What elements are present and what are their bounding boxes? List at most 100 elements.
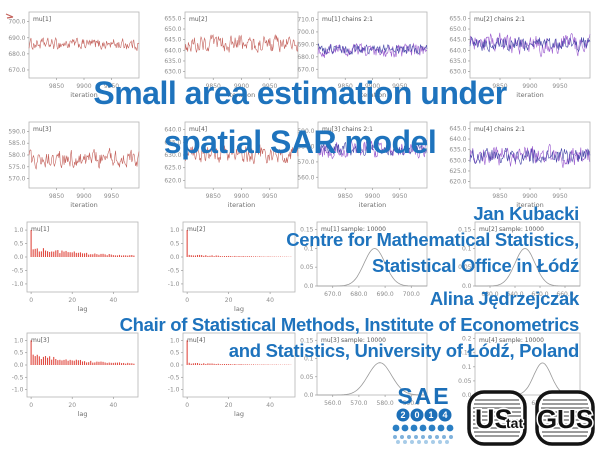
panel-mu4-chains-2-1: mu[4] chains 2:1 645.0 640.0 635.0 630.0 625.… [449, 121, 591, 209]
svg-text:iteration: iteration [70, 201, 97, 209]
svg-text:650.0: 650.0 [449, 26, 466, 33]
svg-text:0.05: 0.05 [300, 264, 314, 271]
svg-text:670.0: 670.0 [297, 66, 314, 73]
svg-text:9900: 9900 [76, 193, 91, 200]
svg-text:655.0: 655.0 [164, 15, 181, 22]
svg-text:20: 20 [225, 297, 233, 304]
svg-text:9850: 9850 [49, 83, 64, 90]
svg-text:0.0: 0.0 [462, 392, 472, 399]
author-2-affiliation-line-2: and Statistics, University of Łódź, Pola… [228, 340, 580, 361]
svg-text:690.0: 690.0 [297, 41, 314, 48]
svg-text:590.0: 590.0 [403, 400, 420, 407]
svg-text:iteration: iteration [359, 91, 386, 99]
panel-mu2-chains-2-1: mu[2] chains 2:1 655.0 650.0 645.0 640.0 635.… [449, 11, 591, 99]
svg-text:9850: 9850 [338, 193, 353, 200]
svg-text:9850: 9850 [206, 83, 221, 90]
slide-title: Small area estimation under spatial SAR … [0, 69, 600, 167]
svg-text:mu[2] sample: 10000: mu[2] sample: 10000 [479, 226, 544, 233]
panel-mu1-chains-2-1: mu[1] chains 2:1 710.0 700.0 690.0 680.0 670.… [297, 11, 428, 99]
author-1-affiliation-line-1: Centre for Mathematical Statistics, [286, 229, 579, 250]
corner-plot-fragment [5, 13, 14, 19]
svg-text:580.0: 580.0 [8, 152, 25, 159]
gus-logo-lines [541, 399, 589, 437]
sae-logo-dots [392, 424, 454, 432]
svg-text:640.0: 640.0 [449, 47, 466, 54]
svg-text:mu[1]: mu[1] [33, 16, 51, 23]
svg-text:9950: 9950 [552, 193, 567, 200]
svg-text:mu[3] sample: 10000: mu[3] sample: 10000 [321, 337, 386, 344]
sae-digit: 0 [414, 410, 419, 420]
svg-text:0.0: 0.0 [304, 392, 314, 399]
svg-text:mu[2]: mu[2] [187, 226, 205, 233]
panel-mu4-history: mu[4] 640.0 635.0 630.0 625.0 620.0 9850 9900 99… [164, 121, 299, 209]
svg-text:645.0: 645.0 [449, 37, 466, 44]
svg-text:0.5: 0.5 [170, 241, 180, 248]
svg-text:-1.0: -1.0 [12, 281, 24, 288]
svg-text:20: 20 [68, 297, 76, 304]
svg-text:570.0: 570.0 [8, 176, 25, 183]
svg-text:-1.0: -1.0 [12, 387, 24, 394]
svg-text:560.0: 560.0 [324, 400, 341, 407]
svg-text:710.0: 710.0 [297, 16, 314, 23]
panel-mu4-density: mu[4] sample: 100000.20.150.10.050.0610.… [458, 332, 581, 407]
svg-text:640.0: 640.0 [164, 127, 181, 134]
svg-text:0: 0 [185, 297, 189, 304]
svg-text:lag: lag [78, 305, 88, 313]
svg-text:0.0: 0.0 [14, 254, 24, 261]
svg-text:0.15: 0.15 [458, 350, 472, 357]
svg-text:9900: 9900 [522, 83, 537, 90]
svg-text:9950: 9950 [104, 193, 119, 200]
svg-text:lag: lag [234, 305, 244, 313]
svg-text:mu[2]: mu[2] [189, 16, 207, 23]
svg-text:640.0: 640.0 [449, 136, 466, 143]
svg-text:mu[4] sample: 10000: mu[4] sample: 10000 [479, 337, 544, 344]
svg-text:660.0: 660.0 [556, 291, 573, 298]
sae-digit: 4 [442, 410, 447, 420]
svg-text:580.0: 580.0 [297, 144, 314, 151]
svg-text:mu[1] sample: 10000: mu[1] sample: 10000 [321, 226, 386, 233]
svg-text:40: 40 [266, 297, 274, 304]
svg-text:690.0: 690.0 [8, 35, 25, 42]
svg-text:650.0: 650.0 [164, 26, 181, 33]
svg-text:-1.0: -1.0 [168, 387, 180, 394]
sae-logo-word: SAE [397, 383, 450, 409]
svg-text:630.0: 630.0 [164, 69, 181, 76]
svg-text:iteration: iteration [70, 91, 97, 99]
svg-text:635.0: 635.0 [164, 58, 181, 65]
svg-text:40: 40 [266, 402, 274, 409]
svg-text:625.0: 625.0 [164, 165, 181, 172]
svg-text:9950: 9950 [104, 83, 119, 90]
svg-text:0.0: 0.0 [462, 283, 472, 290]
svg-text:mu[4]: mu[4] [187, 337, 205, 344]
svg-text:700.0: 700.0 [297, 29, 314, 36]
svg-text:9950: 9950 [262, 83, 277, 90]
author-2-affiliation-line-1: Chair of Statistical Methods, Institute … [119, 314, 580, 335]
svg-text:0.1: 0.1 [304, 356, 314, 363]
svg-text:680.0: 680.0 [297, 54, 314, 61]
panel-mu3-density: mu[3] sample: 10000 0.15 0.1 0.05 0.0 560.0 57… [300, 332, 428, 407]
svg-text:0.1: 0.1 [462, 364, 472, 371]
svg-text:9900: 9900 [234, 193, 249, 200]
panel-mu2-autocorrelation: mu[2] 1.0 0.5 0.0 -0.5 -1.0 0 20 40 lag [168, 221, 296, 313]
svg-text:0.05: 0.05 [458, 264, 472, 271]
svg-text:0.1: 0.1 [462, 245, 472, 252]
svg-text:9850: 9850 [492, 193, 507, 200]
panel-mu2-density: mu[2] sample: 10000 0.15 0.1 0.05 0.0 630.0 64… [458, 221, 581, 298]
svg-text:0.2: 0.2 [462, 336, 472, 343]
svg-text:mu[1]: mu[1] [31, 226, 49, 233]
svg-text:1.0: 1.0 [170, 227, 180, 234]
svg-text:-1.0: -1.0 [168, 281, 180, 288]
author-block-1: Jan Kubacki Centre for Mathematical Stat… [286, 201, 579, 279]
svg-text:9850: 9850 [338, 83, 353, 90]
svg-text:0.05: 0.05 [458, 378, 472, 385]
svg-text:20: 20 [68, 402, 76, 409]
svg-text:620.0: 620.0 [164, 177, 181, 184]
sae-digit: 2 [400, 410, 405, 420]
svg-text:9900: 9900 [76, 83, 91, 90]
svg-text:mu[3]: mu[3] [31, 337, 49, 344]
svg-text:0.0: 0.0 [170, 254, 180, 261]
svg-text:560.0: 560.0 [297, 174, 314, 181]
svg-text:0.15: 0.15 [458, 227, 472, 234]
svg-text:9950: 9950 [392, 193, 407, 200]
